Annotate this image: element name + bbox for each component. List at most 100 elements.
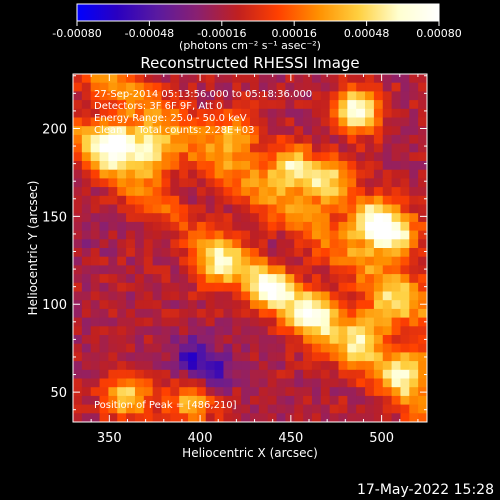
heatmap-cell — [117, 274, 127, 284]
heatmap-cell — [258, 413, 269, 422]
heatmap-cell — [73, 335, 83, 345]
heatmap-cell — [161, 230, 171, 240]
heatmap-cell — [81, 265, 92, 275]
heatmap-cell — [214, 361, 224, 371]
heatmap-cell — [170, 378, 180, 388]
heatmap-cell — [373, 378, 384, 388]
heatmap-cell — [285, 282, 295, 292]
heatmap-cell — [223, 74, 233, 84]
heatmap-cell — [232, 317, 242, 327]
heatmap-cell — [276, 282, 286, 292]
heatmap-cell — [320, 230, 331, 240]
heatmap-cell — [117, 91, 127, 101]
heatmap-cell — [126, 291, 136, 301]
heatmap-cell — [108, 91, 118, 101]
heatmap-cell — [338, 74, 348, 84]
y-tick-label: 100 — [42, 298, 67, 313]
heatmap-cell — [409, 134, 419, 144]
heatmap-cell — [108, 395, 118, 405]
heatmap-cell — [188, 74, 198, 84]
heatmap-cell — [329, 265, 339, 275]
heatmap-cell — [170, 256, 180, 266]
heatmap-cell — [117, 74, 127, 84]
heatmap-cell — [294, 230, 304, 240]
heatmap-cell — [365, 213, 375, 223]
heatmap-cell — [232, 126, 242, 136]
heatmap-cell — [373, 143, 384, 153]
heatmap-cell — [99, 178, 109, 188]
heatmap-cell — [338, 343, 348, 353]
heatmap-cell — [143, 100, 154, 110]
heatmap-cell — [418, 100, 427, 110]
heatmap-cell — [329, 352, 339, 362]
heatmap-cell — [179, 317, 189, 327]
heatmap-cell — [400, 248, 410, 258]
heatmap-cell — [170, 143, 180, 153]
heatmap-cell — [365, 395, 375, 405]
heatmap-cell — [311, 317, 322, 327]
colorbar-tick-label: 0.00048 — [344, 27, 390, 40]
heatmap-cell — [81, 239, 92, 249]
heatmap-cell — [250, 108, 260, 118]
heatmap-cell — [223, 187, 233, 197]
heatmap-cell — [365, 82, 375, 92]
heatmap-cell — [223, 291, 233, 301]
heatmap-cell — [276, 404, 286, 414]
heatmap-cell — [99, 108, 109, 118]
heatmap-cell — [250, 308, 260, 318]
heatmap-cell — [214, 117, 224, 127]
heatmap-cell — [329, 221, 339, 231]
heatmap-cell — [347, 134, 357, 144]
heatmap-cell — [276, 239, 286, 249]
heatmap-cell — [81, 274, 92, 284]
heatmap-cell — [117, 282, 127, 292]
heatmap-cell — [241, 335, 251, 345]
heatmap-cell — [382, 230, 392, 240]
heatmap-cell — [356, 169, 366, 179]
heatmap-cell — [143, 274, 154, 284]
heatmap-cell — [188, 326, 198, 336]
heatmap-cell — [347, 204, 357, 214]
heatmap-cell — [188, 265, 198, 275]
heatmap-cell — [214, 413, 224, 422]
heatmap-cell — [356, 326, 366, 336]
heatmap-cell — [232, 108, 242, 118]
heatmap-cell — [303, 335, 313, 345]
heatmap-cell — [329, 282, 339, 292]
heatmap-cell — [223, 343, 233, 353]
heatmap-cell — [232, 282, 242, 292]
heatmap-cell — [365, 326, 375, 336]
heatmap-cell — [409, 308, 419, 318]
heatmap-cell — [294, 143, 304, 153]
heatmap-cell — [391, 195, 401, 205]
heatmap-cell — [276, 213, 286, 223]
heatmap-cell — [250, 178, 260, 188]
heatmap-cell — [73, 343, 83, 353]
heatmap-cell — [356, 387, 366, 397]
heatmap-cell — [329, 195, 339, 205]
heatmap-cell — [303, 134, 313, 144]
heatmap-cell — [152, 326, 162, 336]
heatmap-cell — [108, 143, 118, 153]
heatmap-cell — [214, 178, 224, 188]
heatmap-cell — [241, 369, 251, 379]
heatmap-cell — [250, 343, 260, 353]
heatmap-cell — [400, 282, 410, 292]
heatmap-cell — [117, 187, 127, 197]
heatmap-cell — [179, 100, 189, 110]
heatmap-cell — [108, 387, 118, 397]
heatmap-cell — [73, 161, 83, 171]
heatmap-cell — [241, 387, 251, 397]
heatmap-cell — [108, 317, 118, 327]
heatmap-cell — [161, 343, 171, 353]
heatmap-cell — [400, 256, 410, 266]
heatmap-cell — [285, 213, 295, 223]
heatmap-cell — [356, 91, 366, 101]
heatmap-cell — [232, 404, 242, 414]
heatmap-cell — [214, 335, 224, 345]
heatmap-cell — [223, 326, 233, 336]
colorbar-tick-label: 0.00080 — [416, 27, 462, 40]
heatmap-cell — [179, 352, 189, 362]
heatmap-cell — [373, 291, 384, 301]
heatmap-cell — [320, 74, 331, 84]
